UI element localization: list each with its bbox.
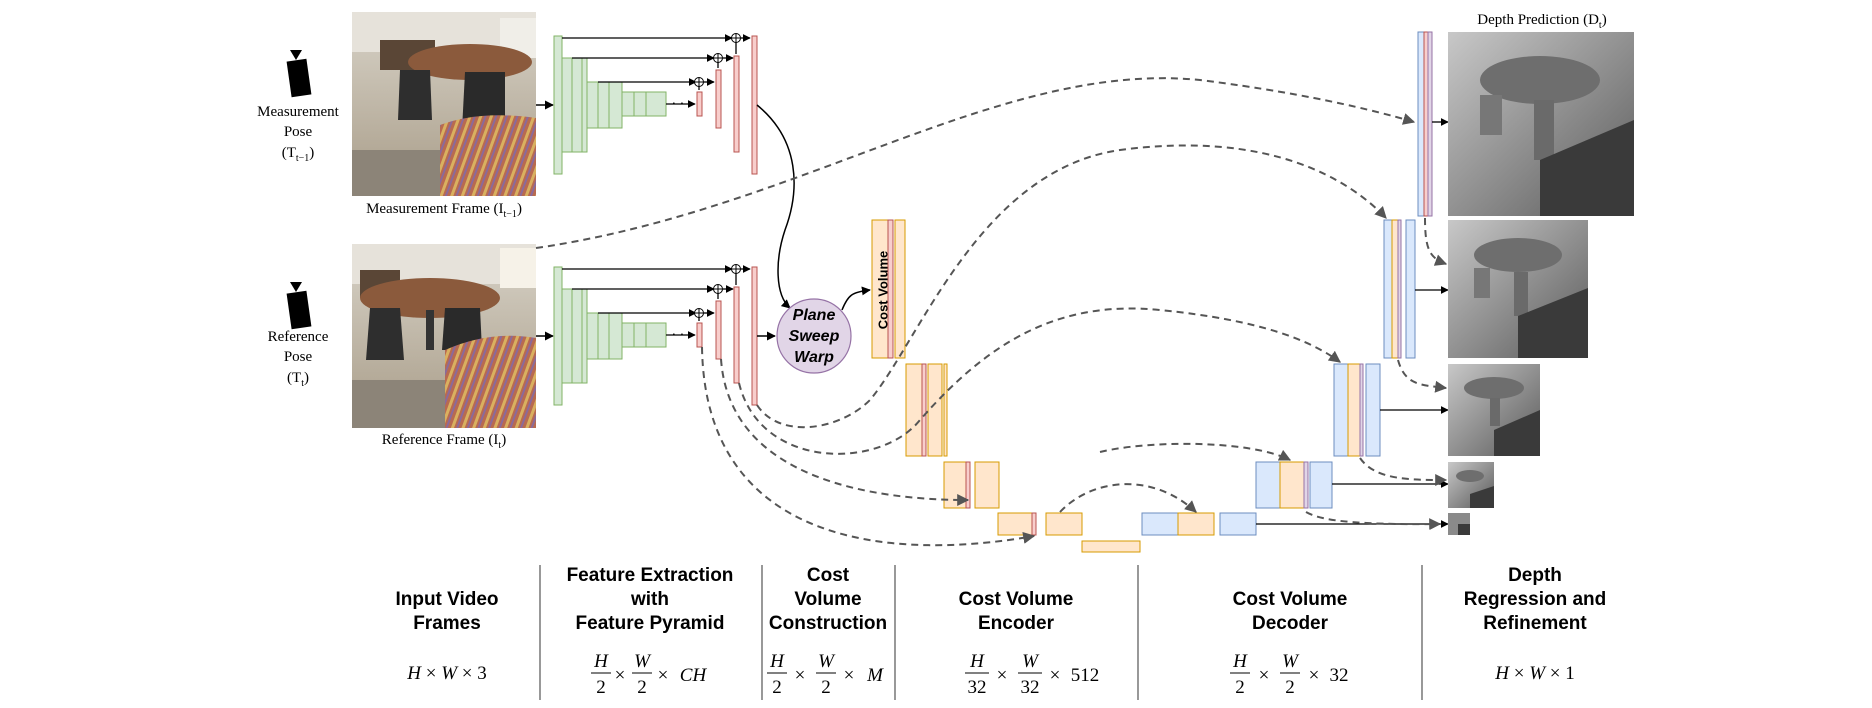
svg-text:2: 2 [772, 677, 782, 698]
svg-text:32: 32 [1021, 677, 1040, 698]
svg-text:×: × [795, 665, 806, 686]
stage-title-line: Frames [413, 613, 481, 634]
svg-text:×: × [1050, 665, 1061, 686]
cost-volume-block: Cost Volume [871, 219, 906, 359]
plane-sweep-warp-node: Plane Sweep Warp [776, 298, 852, 374]
reference-frame-image [352, 244, 536, 428]
svg-text:CH: CH [680, 665, 708, 686]
plane-sweep-line2: Sweep [789, 328, 840, 345]
svg-text:×: × [844, 665, 855, 686]
stage-title-line: with [630, 589, 669, 610]
reference-pose-line1: Reference [268, 329, 329, 345]
svg-text:H: H [769, 651, 785, 672]
stage-dim-input: H × W × 3 [406, 663, 487, 684]
stage-dim-feature: H 2 × W 2 × CH [591, 651, 707, 698]
measurement-pose-symbol: (Tt−1) [282, 145, 315, 164]
svg-text:W: W [1282, 651, 1300, 672]
depth-prediction-title: Depth Prediction (Dt) [1477, 12, 1606, 31]
depth-map-eighth [1448, 462, 1494, 508]
stage-title-line: Decoder [1252, 613, 1329, 634]
depth-map-full [1448, 32, 1634, 216]
svg-text:H: H [1232, 651, 1248, 672]
svg-text:H: H [593, 651, 609, 672]
stage-cost-volume-decoder: Cost Volume Decoder H 2 × W 2 × 32 [1230, 589, 1349, 698]
svg-text:2: 2 [821, 677, 831, 698]
measurement-pyramid-topdown [562, 34, 751, 108]
measurement-frame-caption: Measurement Frame (It−1) [366, 201, 522, 220]
skip-connections [535, 77, 1448, 547]
reference-pyramid-outputs [696, 266, 758, 406]
measurement-pose-line2: Pose [284, 124, 313, 140]
reference-frame-caption: Reference Frame (It) [382, 432, 506, 451]
warp-to-costvolume-arrow [841, 286, 871, 311]
svg-text:×: × [997, 665, 1008, 686]
measurement-feature-pyramid [553, 35, 667, 175]
depth-map-quarter [1448, 364, 1540, 456]
svg-text:×: × [1309, 665, 1320, 686]
depth-map-sixteenth [1448, 513, 1470, 535]
cost-volume-encoder [905, 363, 1141, 553]
stage-title-line: Feature Extraction [567, 565, 734, 586]
stage-dim-decoder: H 2 × W 2 × 32 [1230, 651, 1349, 698]
stage-title-line: Construction [769, 613, 887, 634]
measurement-camera-icon [286, 50, 312, 98]
plane-sweep-line1: Plane [793, 307, 836, 324]
svg-text:×: × [658, 665, 669, 686]
svg-text:W: W [1022, 651, 1040, 672]
svg-text:×: × [615, 665, 626, 686]
stage-input-video-frames: Input Video Frames H × W × 3 [395, 589, 498, 684]
stage-title-line: Cost [807, 565, 850, 586]
svg-text:M: M [866, 665, 884, 686]
stage-cost-volume-construction: Cost Volume Construction H 2 × W 2 × M [767, 565, 887, 698]
cost-volume-label: Cost Volume [875, 251, 890, 330]
stage-dim-output: H × W × 1 [1494, 663, 1575, 684]
svg-text:32: 32 [1330, 665, 1349, 686]
reference-pose-symbol: (Tt) [287, 370, 309, 389]
stage-title-line: Refinement [1483, 613, 1587, 634]
svg-text:×: × [1259, 665, 1270, 686]
reference-pyramid-topdown [562, 265, 751, 339]
reference-plus-nodes [694, 264, 741, 318]
svg-text:2: 2 [1285, 677, 1295, 698]
stage-title-line: Feature Pyramid [576, 613, 725, 634]
svg-text:H: H [969, 651, 985, 672]
stage-title-line: Depth [1508, 565, 1562, 586]
stage-title-line: Input Video [395, 589, 498, 610]
svg-text:512: 512 [1071, 665, 1100, 686]
stage-dim-encoder: H 32 × W 32 × 512 [965, 651, 1099, 698]
reference-camera-icon [286, 282, 312, 330]
measurement-pose-line1: Measurement [257, 104, 339, 120]
stage-feature-extraction: Feature Extraction with Feature Pyramid … [567, 565, 734, 698]
stage-dividers [539, 565, 1423, 700]
cost-volume-decoder [1141, 31, 1433, 536]
measurement-to-warp-arrow [756, 104, 795, 309]
stage-title-line: Volume [794, 589, 861, 610]
svg-text:2: 2 [637, 677, 647, 698]
measurement-pyramid-outputs [696, 35, 758, 175]
reference-feature-pyramid [553, 266, 667, 406]
stage-dim-costvolume: H 2 × W 2 × M [767, 651, 884, 698]
reference-pose-line2: Pose [284, 349, 313, 365]
stage-title-line: Encoder [978, 613, 1055, 634]
svg-text:W: W [634, 651, 652, 672]
stage-title-line: Cost Volume [959, 589, 1074, 610]
svg-text:W: W [818, 651, 836, 672]
stage-title-line: Cost Volume [1233, 589, 1348, 610]
stage-cost-volume-encoder: Cost Volume Encoder H 32 × W 32 × 512 [959, 589, 1100, 698]
plane-sweep-line3: Warp [794, 349, 834, 366]
svg-text:32: 32 [968, 677, 987, 698]
svg-text:2: 2 [596, 677, 606, 698]
stage-title-line: Regression and [1464, 589, 1607, 610]
depth-map-half [1448, 220, 1588, 358]
measurement-plus-nodes [694, 33, 741, 87]
svg-text:2: 2 [1235, 677, 1245, 698]
measurement-frame-image [352, 12, 536, 196]
stage-depth-regression: Depth Regression and Refinement H × W × … [1464, 565, 1607, 684]
